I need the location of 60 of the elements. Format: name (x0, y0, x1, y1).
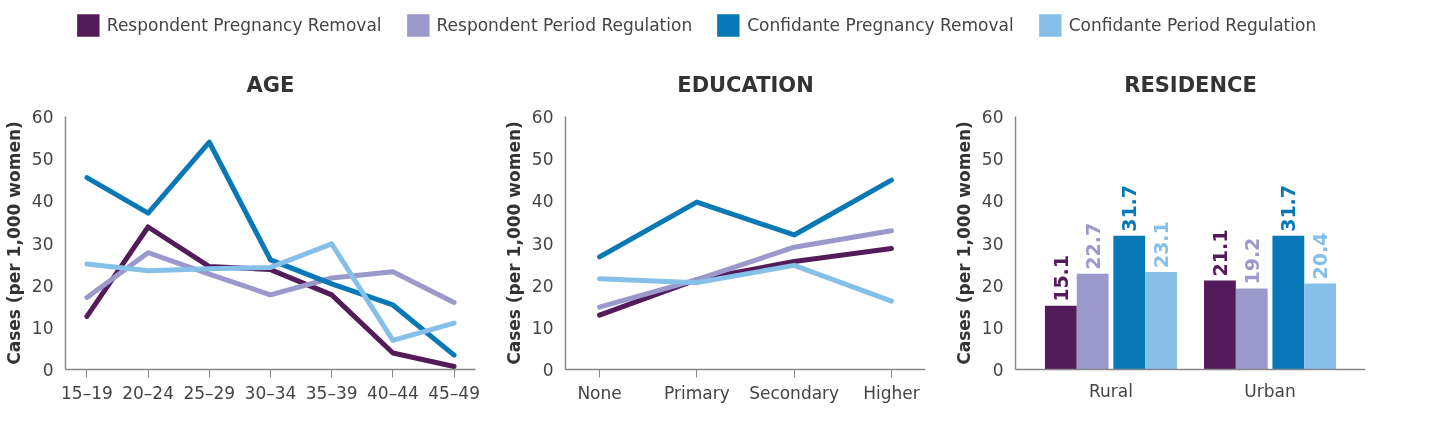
y-tick-label: 10 (31, 317, 54, 338)
chart-title: AGE (246, 72, 295, 97)
y-tick-label: 40 (531, 191, 554, 212)
y-tick-label: 60 (981, 107, 1004, 127)
bar (1076, 273, 1109, 370)
y-tick-label: 30 (981, 233, 1004, 254)
y-tick-label: 20 (981, 275, 1004, 296)
y-tick-label: 40 (31, 191, 54, 212)
y-tick-label: 20 (31, 275, 54, 296)
y-axis-title: Cases (per 1,000 women) (953, 121, 974, 365)
bar (1204, 280, 1236, 370)
x-tick-label: None (577, 382, 622, 403)
x-tick-label: Urban (1244, 380, 1296, 401)
y-tick-label: 10 (531, 317, 554, 338)
legend-label: Respondent Period Regulation (436, 15, 693, 35)
y-tick-label: 60 (531, 107, 554, 127)
y-tick-label: 50 (981, 149, 1004, 170)
bar (1145, 272, 1177, 370)
x-tick-label: Rural (1088, 380, 1133, 401)
bar (1235, 288, 1268, 370)
y-tick-label: 50 (31, 149, 54, 170)
y-tick-label: 10 (981, 317, 1004, 338)
chart-title: EDUCATION (677, 72, 814, 97)
y-tick-label: 30 (31, 233, 54, 254)
y-tick-label: 0 (42, 360, 54, 380)
data-label: 31.7 (1277, 184, 1300, 232)
bar (1304, 283, 1337, 370)
x-tick-label: 40–44 (367, 382, 419, 403)
y-tick-label: 0 (542, 360, 554, 380)
y-tick-label: 50 (531, 149, 554, 170)
x-tick-label: Secondary (749, 382, 840, 403)
x-tick-label: Primary (664, 382, 730, 403)
data-label: 15.1 (1049, 254, 1072, 302)
chart-title: RESIDENCE (1124, 72, 1257, 97)
y-tick-label: 20 (531, 275, 554, 296)
y-tick-label: 0 (992, 360, 1004, 380)
data-label: 23.1 (1150, 221, 1173, 269)
y-tick-label: 30 (531, 233, 554, 254)
bar (1113, 235, 1146, 370)
x-tick-label: 45–49 (428, 382, 480, 403)
bar (1044, 305, 1077, 370)
data-label: 20.4 (1309, 232, 1332, 280)
y-axis-title: Cases (per 1,000 women) (503, 121, 524, 365)
x-tick-label: 20–24 (122, 382, 174, 403)
y-tick-label: 60 (31, 107, 54, 127)
x-tick-label: 25–29 (183, 382, 236, 403)
legend-label: Confidante Period Regulation (1068, 15, 1317, 35)
y-axis-title: Cases (per 1,000 women) (3, 121, 24, 365)
data-label: 22.7 (1081, 222, 1104, 270)
x-tick-label: 35–39 (305, 382, 358, 403)
data-label: 19.2 (1240, 237, 1263, 285)
data-label: 31.7 (1118, 184, 1141, 232)
x-tick-label: 30–34 (244, 382, 297, 403)
y-tick-label: 40 (981, 191, 1004, 212)
bar (1272, 235, 1305, 370)
legend-label: Confidante Pregnancy Removal (747, 15, 1014, 35)
x-tick-label: 15–19 (61, 382, 113, 403)
x-tick-label: Higher (863, 382, 920, 403)
legend-label: Respondent Pregnancy Removal (106, 15, 382, 35)
data-label: 21.1 (1208, 229, 1231, 277)
